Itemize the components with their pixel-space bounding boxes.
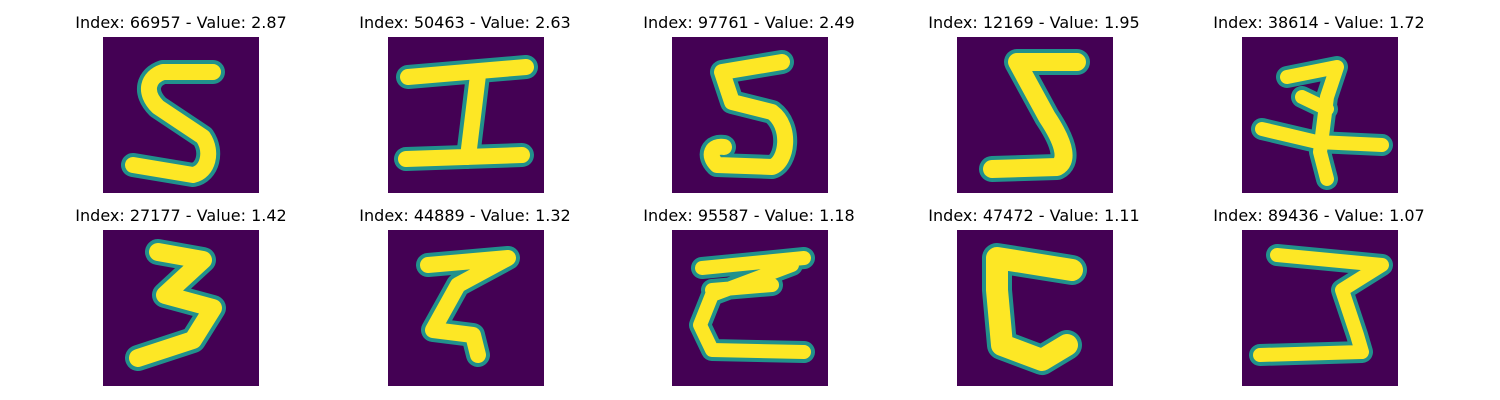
digit-image	[672, 230, 828, 386]
digit-image	[103, 37, 259, 193]
digit-image	[672, 37, 828, 193]
digit-image	[1242, 230, 1398, 386]
digit-image	[957, 230, 1113, 386]
digit-image	[103, 230, 259, 386]
panel-title: Index: 89436 - Value: 1.07	[1169, 206, 1469, 225]
panel-title: Index: 12169 - Value: 1.95	[884, 13, 1184, 32]
digit-image	[957, 37, 1113, 193]
panel-title: Index: 47472 - Value: 1.11	[884, 206, 1184, 225]
panel-title: Index: 27177 - Value: 1.42	[31, 206, 331, 225]
digit-image	[388, 37, 544, 193]
panel-title: Index: 44889 - Value: 1.32	[315, 206, 615, 225]
panel-title: Index: 66957 - Value: 2.87	[31, 13, 331, 32]
digit-image	[1242, 37, 1398, 193]
digit-image	[388, 230, 544, 386]
panel-title: Index: 38614 - Value: 1.72	[1169, 13, 1469, 32]
panel-title: Index: 50463 - Value: 2.63	[315, 13, 615, 32]
panel-title: Index: 95587 - Value: 1.18	[599, 206, 899, 225]
panel-title: Index: 97761 - Value: 2.49	[599, 13, 899, 32]
